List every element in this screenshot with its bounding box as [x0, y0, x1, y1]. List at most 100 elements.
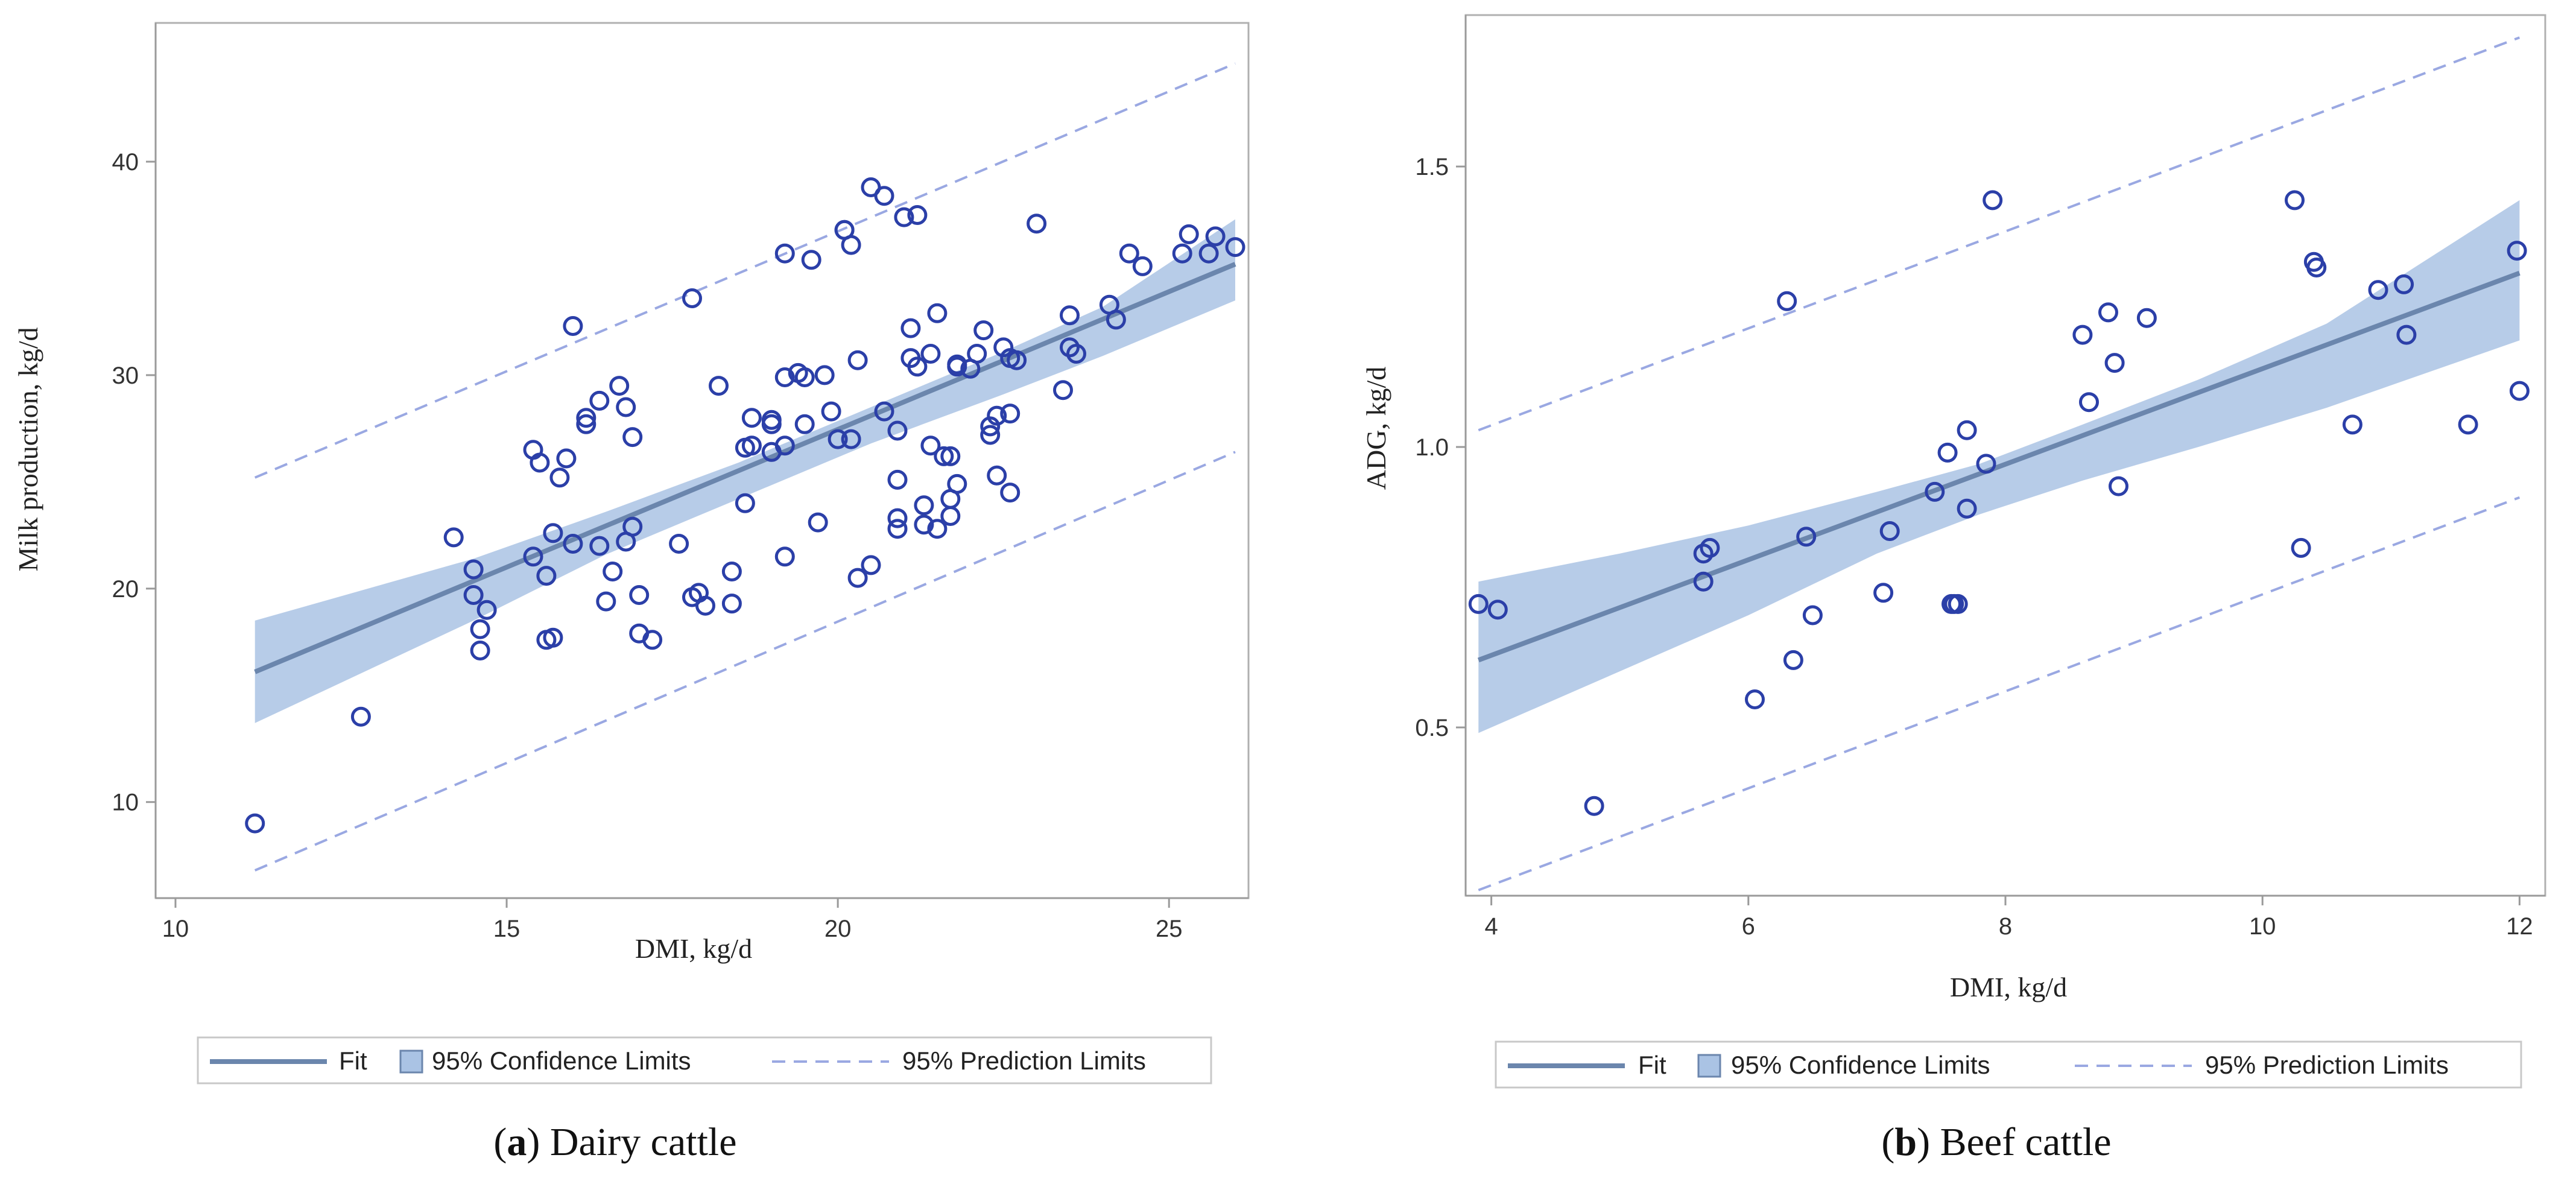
x-tick-label: 4	[1484, 913, 1498, 940]
data-point	[543, 627, 563, 648]
data-point	[821, 401, 841, 422]
legend-b: Fit 95% Confidence Limits 95% Prediction…	[1495, 1040, 2522, 1089]
legend-fit-label-a: Fit	[339, 1046, 367, 1075]
data-point	[1777, 291, 1797, 311]
y-ticks-a: 10 20 30 40	[112, 149, 156, 816]
data-point	[1205, 226, 1226, 247]
data-point	[576, 414, 597, 434]
data-point	[443, 527, 464, 548]
data-point	[841, 235, 861, 255]
data-point	[463, 585, 484, 605]
data-point	[2306, 258, 2327, 277]
data-point	[794, 367, 815, 387]
y-tick-label: 1.5	[1415, 154, 1449, 180]
data-point	[987, 405, 1007, 426]
data-point	[709, 376, 729, 396]
data-point	[920, 344, 941, 364]
data-point	[774, 435, 795, 456]
data-point	[794, 414, 815, 434]
data-point	[1119, 243, 1139, 264]
plot-b	[1468, 36, 2530, 891]
data-point	[1060, 305, 1080, 326]
data-point	[2458, 414, 2478, 435]
data-point	[1198, 243, 1219, 264]
data-point	[1976, 454, 1996, 474]
data-point	[609, 376, 630, 396]
caption-a-text: Dairy cattle	[540, 1120, 736, 1164]
data-point	[642, 630, 663, 650]
legend-fit-label-b: Fit	[1638, 1051, 1666, 1079]
x-axis-title-b: DMI, kg/d	[1950, 972, 2067, 1002]
data-point	[629, 585, 650, 605]
data-point	[523, 546, 543, 567]
data-point	[603, 562, 623, 581]
data-point	[1487, 600, 1508, 620]
legend-prediction-label-a: 95% Prediction Limits	[902, 1046, 1146, 1075]
data-point	[814, 365, 835, 385]
prediction-upper-a	[254, 62, 1236, 479]
data-point	[1000, 404, 1021, 424]
data-point	[887, 420, 908, 441]
legend-confidence-swatch-b	[1697, 1054, 1721, 1078]
data-point	[470, 641, 490, 660]
data-point	[947, 473, 967, 494]
data-point	[934, 446, 954, 466]
y-tick-label: 1.0	[1415, 434, 1449, 461]
data-point	[1225, 237, 1245, 258]
y-axis-title-a: Milk production, kg/d	[13, 327, 43, 571]
data-point	[1783, 650, 1803, 670]
data-point	[1000, 483, 1021, 503]
legend-confidence-label-b: 95% Confidence Limits	[1731, 1051, 1990, 1079]
data-point	[900, 318, 921, 338]
confidence-band-a	[255, 219, 1236, 723]
y-tick-label: 30	[112, 363, 139, 389]
data-point	[2368, 280, 2388, 300]
data-point	[741, 408, 762, 428]
data-point	[1053, 380, 1073, 401]
data-point	[973, 320, 994, 341]
data-point	[530, 452, 550, 473]
data-point	[1948, 594, 1968, 614]
x-tick-label: 8	[1999, 913, 2012, 940]
legend-confidence-swatch-a	[399, 1050, 423, 1074]
data-point	[1983, 190, 2003, 211]
data-point	[774, 546, 795, 567]
data-point	[874, 186, 894, 206]
data-point	[894, 207, 914, 227]
data-point	[536, 566, 557, 586]
data-point	[1802, 605, 1823, 625]
data-point	[940, 506, 961, 526]
data-point	[1957, 498, 1977, 519]
data-point	[967, 344, 987, 364]
data-point	[1132, 256, 1153, 276]
data-point	[847, 350, 868, 370]
data-point	[1106, 309, 1126, 330]
data-point	[940, 446, 961, 466]
data-point	[2507, 241, 2527, 261]
legend-box-b	[1495, 1040, 2522, 1089]
data-point	[695, 595, 715, 616]
data-point	[887, 469, 908, 490]
data-point	[1066, 344, 1086, 364]
panel-a-frame	[154, 22, 1250, 899]
y-tick-label: 10	[112, 790, 139, 816]
data-point	[1584, 796, 1604, 816]
data-point	[721, 594, 742, 614]
data-point	[476, 600, 497, 620]
points-a	[245, 177, 1245, 834]
points-b	[1468, 190, 2530, 816]
fit-line-a	[254, 262, 1236, 674]
data-point	[589, 536, 610, 556]
data-point	[1693, 571, 1714, 592]
legend-a: Fit 95% Confidence Limits 95% Prediction…	[197, 1036, 1212, 1084]
x-tick-label: 25	[1156, 916, 1183, 942]
panel-dairy-cattle: 10 15 20 25 10 20 30 40 DMI, kg/d Milk product…	[13, 22, 1250, 1164]
x-tick-label: 12	[2506, 913, 2533, 940]
data-point	[1179, 224, 1199, 244]
x-tick-label: 6	[1742, 913, 1755, 940]
data-point	[801, 250, 821, 270]
caption-a: (a) Dairy cattle	[493, 1120, 736, 1164]
data-point	[907, 356, 928, 377]
data-point	[549, 467, 570, 488]
data-point	[1745, 689, 1765, 709]
